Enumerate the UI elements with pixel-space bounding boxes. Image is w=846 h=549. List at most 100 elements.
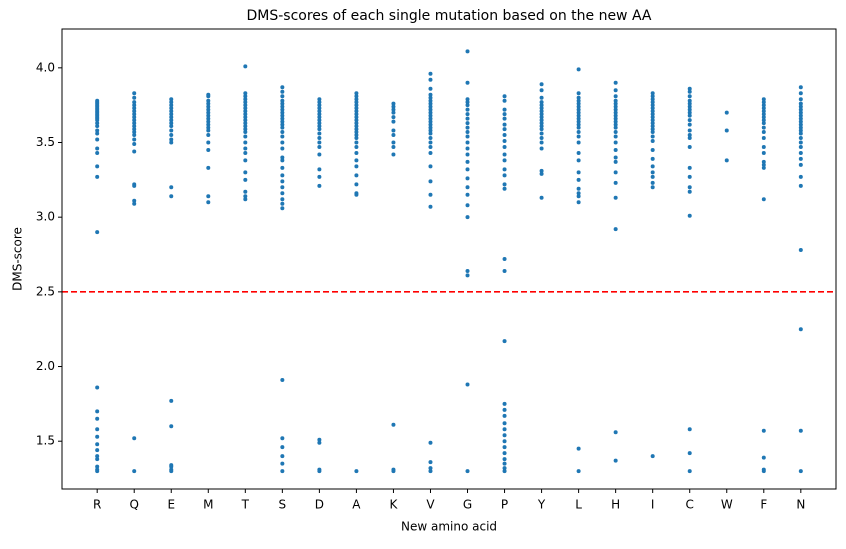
- point: [428, 150, 433, 155]
- point: [243, 100, 248, 105]
- point: [428, 101, 433, 106]
- x-tick-label: C: [686, 498, 694, 512]
- point: [391, 115, 396, 120]
- point: [613, 104, 618, 109]
- point: [761, 144, 766, 149]
- point: [95, 164, 100, 169]
- point: [576, 469, 581, 474]
- point: [761, 109, 766, 114]
- point: [317, 183, 322, 188]
- point: [132, 106, 137, 111]
- point: [243, 94, 248, 99]
- point: [317, 144, 322, 149]
- point: [650, 121, 655, 126]
- x-tick-label: Y: [537, 498, 546, 512]
- point: [95, 469, 100, 474]
- point: [428, 71, 433, 76]
- point: [798, 156, 803, 161]
- point: [317, 124, 322, 129]
- point: [243, 121, 248, 126]
- point: [428, 128, 433, 133]
- point: [687, 189, 692, 194]
- point: [243, 134, 248, 139]
- point: [354, 133, 359, 138]
- point: [761, 165, 766, 170]
- point: [428, 460, 433, 465]
- point: [354, 97, 359, 102]
- point: [317, 97, 322, 102]
- point: [243, 146, 248, 151]
- point: [539, 168, 544, 173]
- point: [576, 67, 581, 72]
- point: [465, 49, 470, 54]
- point: [576, 170, 581, 175]
- point: [539, 127, 544, 132]
- x-tick-label: D: [315, 498, 324, 512]
- point: [280, 146, 285, 151]
- x-tick-label: H: [611, 498, 620, 512]
- point: [539, 118, 544, 123]
- point: [280, 104, 285, 109]
- point: [317, 100, 322, 105]
- point: [391, 128, 396, 133]
- point: [613, 180, 618, 185]
- point: [502, 186, 507, 191]
- point: [132, 127, 137, 132]
- point: [650, 139, 655, 144]
- point: [613, 155, 618, 160]
- point: [650, 103, 655, 108]
- point: [317, 121, 322, 126]
- point: [354, 130, 359, 135]
- point: [576, 194, 581, 199]
- y-tick-label: 2.0: [36, 359, 55, 373]
- point: [613, 113, 618, 118]
- point: [95, 118, 100, 123]
- point: [613, 147, 618, 152]
- point: [502, 133, 507, 138]
- point: [132, 133, 137, 138]
- point: [613, 101, 618, 106]
- point: [354, 100, 359, 105]
- point: [650, 454, 655, 459]
- point: [576, 177, 581, 182]
- point: [243, 97, 248, 102]
- point: [465, 130, 470, 135]
- point: [650, 185, 655, 190]
- point: [280, 454, 285, 459]
- point: [132, 183, 137, 188]
- point: [539, 171, 544, 176]
- point: [650, 124, 655, 129]
- x-tick-label: M: [203, 498, 213, 512]
- point: [465, 185, 470, 190]
- point: [502, 427, 507, 432]
- point: [798, 119, 803, 124]
- point: [502, 107, 507, 112]
- point: [502, 127, 507, 132]
- point: [280, 119, 285, 124]
- point: [687, 94, 692, 99]
- point: [539, 124, 544, 129]
- point: [354, 103, 359, 108]
- point: [465, 469, 470, 474]
- point: [539, 195, 544, 200]
- point: [354, 124, 359, 129]
- point: [280, 125, 285, 130]
- x-axis-label: New amino acid: [401, 520, 497, 534]
- point: [354, 136, 359, 141]
- point: [428, 98, 433, 103]
- point: [798, 91, 803, 96]
- point: [243, 140, 248, 145]
- point: [576, 104, 581, 109]
- x-tick-label: P: [501, 498, 508, 512]
- point: [354, 106, 359, 111]
- point: [502, 421, 507, 426]
- point: [95, 457, 100, 462]
- point: [391, 144, 396, 149]
- point: [169, 398, 174, 403]
- point: [465, 125, 470, 130]
- point: [280, 101, 285, 106]
- point: [798, 113, 803, 118]
- point: [354, 164, 359, 169]
- point: [798, 144, 803, 149]
- point: [317, 174, 322, 179]
